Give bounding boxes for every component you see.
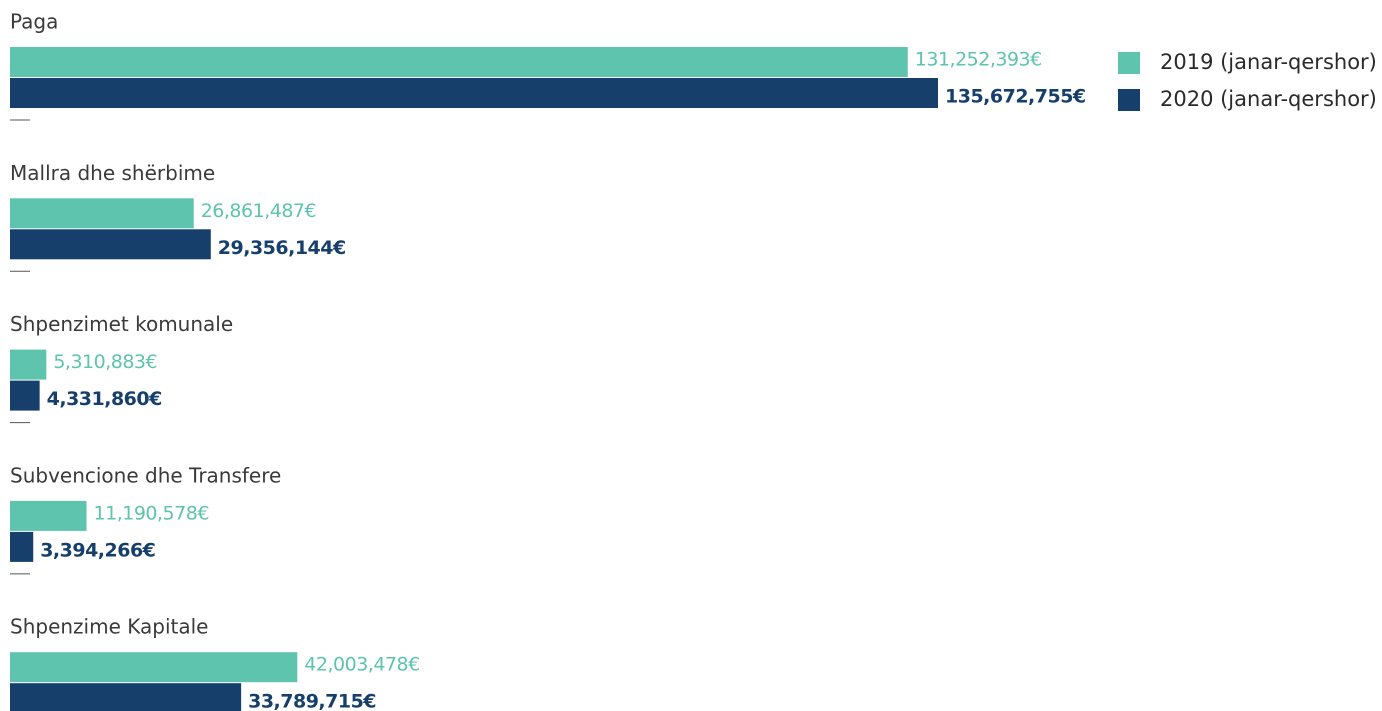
value-label: 42,003,478€ [304,654,419,676]
value-label: 131,252,393€ [915,49,1042,71]
bar [10,531,34,562]
value-label: 11,190,578€ [94,502,209,524]
category-label: Shpenzimet komunale [10,312,233,336]
bar [10,683,242,711]
bar [10,652,298,683]
value-label: 135,672,755€ [945,86,1086,108]
category-label: Subvencione dhe Transfere [10,463,281,487]
category-label: Mallra dhe shërbime [10,161,215,185]
bar [10,229,211,260]
value-label: 4,331,860€ [47,388,162,410]
legend-label: 2019 (janar-qershor) [1160,50,1377,74]
bar [10,349,47,380]
bar [10,500,87,531]
bar [10,198,194,229]
value-label: 33,789,715€ [248,691,376,711]
legend-swatch [1118,89,1140,111]
value-label: 26,861,487€ [201,200,316,222]
legend-label: 2020 (janar-qershor) [1160,87,1377,111]
value-label: 5,310,883€ [53,351,157,373]
bar [10,47,908,77]
category-label: Shpenzime Kapitale [10,615,208,639]
value-label: 29,356,144€ [218,237,346,259]
category-label: Paga [10,10,58,34]
legend-swatch [1118,52,1140,74]
value-label: 3,394,266€ [40,539,155,561]
bar [10,78,939,108]
bar [10,380,40,411]
